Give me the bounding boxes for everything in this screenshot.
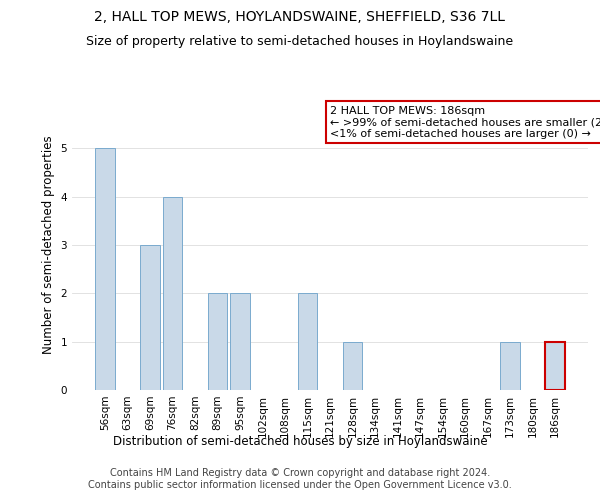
Text: Distribution of semi-detached houses by size in Hoylandswaine: Distribution of semi-detached houses by … bbox=[113, 435, 487, 448]
Bar bbox=[298, 294, 317, 390]
Bar bbox=[95, 148, 115, 390]
Text: Size of property relative to semi-detached houses in Hoylandswaine: Size of property relative to semi-detach… bbox=[86, 35, 514, 48]
Bar bbox=[545, 342, 565, 390]
Text: 2 HALL TOP MEWS: 186sqm
← >99% of semi-detached houses are smaller (20)
<1% of s: 2 HALL TOP MEWS: 186sqm ← >99% of semi-d… bbox=[330, 106, 600, 139]
Y-axis label: Number of semi-detached properties: Number of semi-detached properties bbox=[42, 136, 55, 354]
Bar bbox=[163, 196, 182, 390]
Bar bbox=[343, 342, 362, 390]
Bar bbox=[140, 245, 160, 390]
Bar bbox=[500, 342, 520, 390]
Text: 2, HALL TOP MEWS, HOYLANDSWAINE, SHEFFIELD, S36 7LL: 2, HALL TOP MEWS, HOYLANDSWAINE, SHEFFIE… bbox=[95, 10, 505, 24]
Bar bbox=[230, 294, 250, 390]
Text: Contains HM Land Registry data © Crown copyright and database right 2024.
Contai: Contains HM Land Registry data © Crown c… bbox=[88, 468, 512, 490]
Bar bbox=[208, 294, 227, 390]
